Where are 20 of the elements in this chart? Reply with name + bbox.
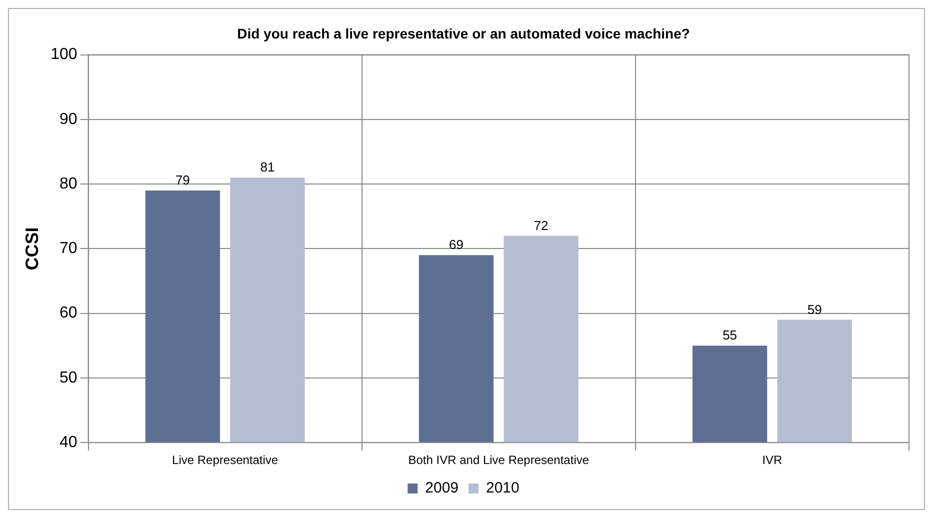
data-label: 81: [260, 160, 275, 175]
y-axis-title: CCSI: [22, 227, 42, 270]
y-tick-label: 80: [60, 175, 78, 192]
y-tick-label: 100: [50, 46, 78, 64]
x-tick-label: Live Representative: [172, 453, 278, 468]
data-label: 59: [807, 302, 822, 317]
y-tick-label: 70: [60, 240, 78, 258]
data-label: 79: [175, 172, 190, 188]
legend-label: 2010: [486, 480, 520, 497]
data-label: 55: [722, 328, 738, 343]
y-tick-label: 60: [60, 304, 78, 322]
legend-label: 2009: [425, 480, 459, 497]
x-tick-label: Both IVR and Live Representative: [408, 453, 590, 468]
x-tick-label: IVR: [762, 453, 783, 468]
y-tick-label: 50: [60, 369, 78, 386]
data-label: 72: [534, 218, 548, 233]
data-label: 69: [449, 237, 464, 252]
y-tick-label: 40: [60, 434, 78, 452]
chart-title: Did you reach a live representative or an automated voice machine?: [237, 25, 690, 42]
y-tick-label: 90: [60, 110, 78, 128]
